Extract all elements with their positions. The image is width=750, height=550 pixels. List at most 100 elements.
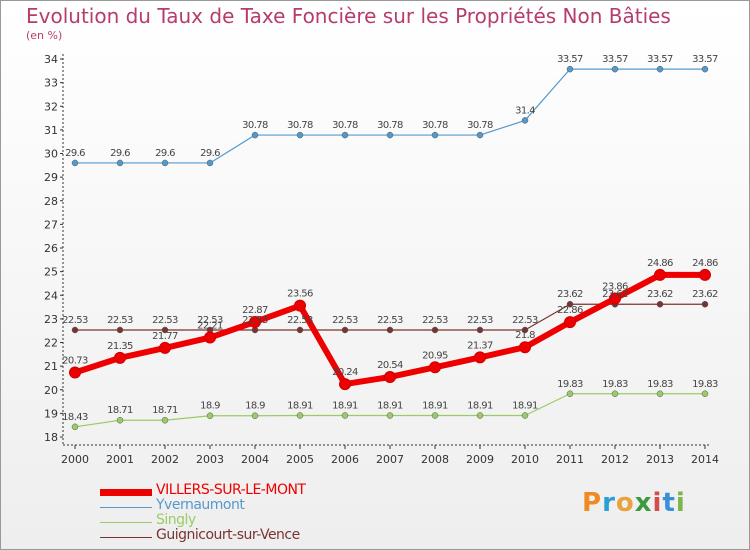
data-point-singly [161,416,169,424]
x-tick-label: 2009 [466,453,494,466]
data-label-yvernaumont: 29.6 [110,148,130,159]
data-point-singly [251,412,259,419]
data-label-villers: 24.86 [692,258,718,269]
data-point-yvernaumont [386,131,394,139]
data-label-singly: 18.91 [467,401,493,412]
data-label-singly: 18.9 [245,401,265,412]
data-label-villers: 21.8 [515,330,535,341]
x-tick-label: 2012 [601,453,629,466]
data-point-villers [249,315,261,328]
data-point-guignicourt [656,300,664,308]
data-point-villers [339,378,351,391]
data-point-singly [116,416,124,424]
data-label-singly: 18.91 [512,401,538,412]
chart-title: Evolution du Taux de Taxe Foncière sur l… [26,4,671,28]
data-point-guignicourt [341,326,349,334]
x-tick-label: 2001 [106,453,134,466]
data-label-yvernaumont: 30.78 [467,120,493,131]
data-point-singly [341,412,349,419]
data-label-yvernaumont: 31.4 [515,105,535,116]
legend-swatch-guignicourt [100,537,152,538]
data-point-yvernaumont [611,65,619,73]
data-label-villers: 22.21 [197,321,223,332]
data-point-villers [474,351,486,364]
data-label-yvernaumont: 33.57 [602,54,628,65]
y-tick-label: 33 [44,77,58,90]
line-chart: 18 19 20 21 22 23 24 25 26 27 28 29 30 31 32 33 34 2000 20… [44,53,719,466]
x-tick-label: 2002 [151,453,179,466]
data-label-singly: 18.43 [62,412,88,423]
data-point-villers [654,268,666,281]
data-label-villers: 21.77 [152,331,178,342]
y-tick-label: 34 [44,53,58,66]
data-point-villers [429,361,441,374]
data-label-villers: 21.35 [107,341,133,352]
data-label-singly: 19.83 [692,379,718,390]
x-tick-label: 2007 [376,453,404,466]
data-point-yvernaumont [701,65,709,73]
y-tick-label: 23 [44,313,58,326]
data-label-singly: 18.91 [422,401,448,412]
data-label-yvernaumont: 30.78 [287,120,313,131]
data-point-singly [701,390,709,398]
data-label-yvernaumont: 33.57 [557,54,583,65]
data-point-villers [564,316,576,329]
data-label-villers: 23.56 [287,289,313,300]
data-label-villers: 21.37 [467,340,493,351]
y-tick-label: 27 [44,218,58,231]
y-tick-label: 25 [44,266,58,279]
data-point-guignicourt [521,326,529,334]
y-tick-label: 24 [44,289,58,302]
legend-label-yvernaumont: Yvernaumont [156,497,245,513]
data-label-singly: 19.83 [647,379,673,390]
data-label-guignicourt: 23.62 [557,289,583,300]
data-label-guignicourt: 22.53 [62,315,88,326]
legend-label-villers: VILLERS-SUR-LE-MONT [156,482,306,498]
data-point-villers [114,351,126,364]
y-tick-label: 32 [44,100,58,113]
data-label-singly: 18.91 [287,401,313,412]
data-label-guignicourt: 23.62 [692,289,718,300]
data-label-villers: 23.86 [602,282,628,293]
data-label-yvernaumont: 29.6 [155,148,175,159]
y-tick-label: 31 [44,124,58,137]
data-point-singly [296,412,304,419]
legend-swatch-singly [100,522,152,523]
data-label-singly: 18.9 [200,401,220,412]
data-label-yvernaumont: 30.78 [377,120,403,131]
data-label-singly: 18.91 [332,401,358,412]
data-label-villers: 24.86 [647,258,673,269]
data-point-singly [656,390,664,398]
data-label-guignicourt: 22.53 [512,315,538,326]
data-point-yvernaumont [521,117,529,124]
legend-label-guignicourt: Guignicourt-sur-Vence [156,527,300,543]
data-label-guignicourt: 23.62 [602,289,628,300]
data-label-yvernaumont: 30.78 [422,120,448,131]
data-point-guignicourt [701,300,709,308]
x-tick-label: 2010 [511,453,539,466]
data-point-villers [519,341,531,354]
data-label-guignicourt: 22.53 [152,315,178,326]
data-label-singly: 19.83 [557,379,583,390]
data-label-singly: 18.91 [377,401,403,412]
y-tick-label: 18 [44,431,58,444]
data-point-singly [521,412,529,419]
chart-subtitle: (en %) [26,29,63,42]
y-tick-label: 30 [44,148,58,161]
y-tick-label: 26 [44,242,58,255]
data-point-yvernaumont [71,159,79,167]
data-label-villers: 20.95 [422,350,448,361]
data-label-yvernaumont: 30.78 [242,120,268,131]
data-label-guignicourt: 22.53 [242,315,268,326]
data-point-singly [206,412,214,419]
data-point-yvernaumont [476,131,484,139]
data-point-guignicourt [386,326,394,334]
x-tick-label: 2006 [331,453,359,466]
data-label-guignicourt: 22.53 [467,315,493,326]
legend-swatch-yvernaumont [100,507,152,508]
data-point-yvernaumont [431,131,439,139]
y-tick-label: 29 [44,171,58,184]
proxiti-logo: Proxiti [582,488,686,518]
x-tick-label: 2008 [421,453,449,466]
